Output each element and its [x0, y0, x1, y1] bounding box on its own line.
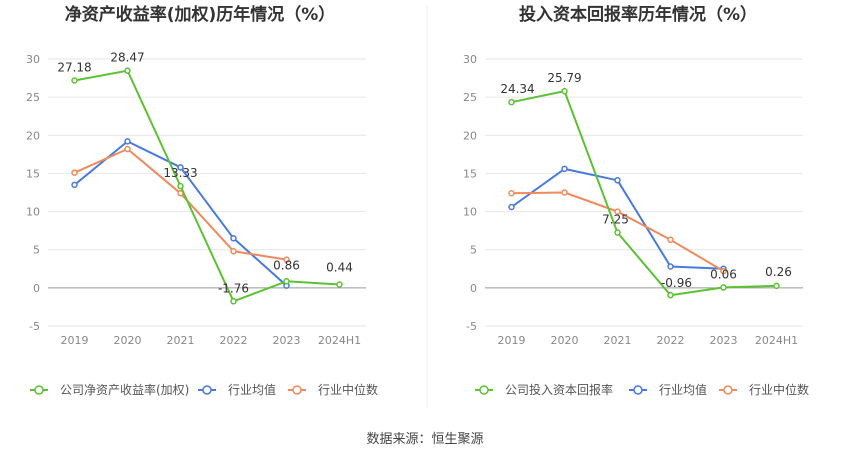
legend-swatch-marker: [202, 385, 212, 395]
y-tick-label: -5: [29, 320, 40, 333]
data-label: 0.26: [765, 265, 792, 279]
y-tick-label: 25: [26, 91, 40, 104]
legend-swatch-marker: [34, 385, 44, 395]
data-label: 13.33: [163, 166, 197, 180]
data-point: [720, 284, 727, 291]
series-line: [74, 69, 340, 303]
x-tick-label: 2019: [498, 334, 526, 347]
data-point: [230, 235, 237, 242]
data-label: 24.34: [500, 82, 534, 96]
legend-label: 行业均值: [228, 382, 276, 397]
x-tick-label: 2020: [551, 334, 579, 347]
y-tick-label: 15: [26, 167, 40, 180]
chart-title: 净资产收益率(加权)历年情况（%）: [65, 4, 336, 25]
data-point: [71, 77, 78, 84]
y-tick-label: 5: [33, 244, 40, 257]
x-tick-label: 2024H1: [318, 334, 361, 347]
y-tick-label: 30: [26, 53, 40, 66]
data-label: -0.96: [661, 276, 692, 290]
y-tick-label: 10: [26, 206, 40, 219]
y-tick-label: 10: [463, 206, 477, 219]
y-tick-label: 0: [470, 282, 477, 295]
y-tick-label: -5: [466, 320, 477, 333]
y-tick-label: 20: [26, 129, 40, 142]
x-tick-label: 2024H1: [755, 334, 798, 347]
source-label: 数据来源：恒生聚源: [366, 432, 483, 447]
legend-label: 行业中位数: [749, 382, 809, 397]
y-tick-label: 15: [463, 167, 477, 180]
data-point: [561, 189, 568, 196]
chart-roe: 净资产收益率(加权)历年情况（%） -5 0 5 10 15 20 25 30 2019 2020 2…: [26, 4, 378, 397]
chart-title: 投入资本回报率历年情况（%）: [519, 4, 757, 25]
data-point: [230, 298, 237, 305]
data-point: [336, 281, 343, 288]
data-point: [508, 190, 515, 197]
legend-swatch-marker: [723, 385, 733, 395]
data-point: [561, 87, 568, 95]
x-tick-label: 2023: [710, 334, 738, 347]
data-point: [720, 267, 727, 275]
data-point: [71, 181, 78, 189]
legend-swatch-marker: [633, 385, 643, 395]
series-line: [73, 140, 288, 287]
data-point: [283, 256, 290, 263]
data-label: 25.79: [547, 71, 581, 85]
x-tick-label: 2023: [273, 334, 301, 347]
legend-swatch-marker: [292, 385, 302, 395]
data-point: [283, 278, 290, 285]
x-tick-label: 2020: [114, 334, 142, 347]
data-point: [124, 67, 131, 74]
data-label: 0.06: [710, 267, 737, 281]
data-label: -1.76: [218, 281, 249, 295]
x-tick-label: 2022: [220, 334, 248, 347]
legend-label: 行业中位数: [318, 382, 378, 397]
data-label: 7.25: [602, 213, 629, 227]
x-tick-label: 2021: [604, 334, 632, 347]
data-point: [561, 165, 568, 173]
data-point: [177, 182, 184, 190]
data-point: [614, 208, 621, 215]
data-label: 0.86: [273, 258, 300, 272]
y-tick-label: 20: [463, 129, 477, 142]
data-point: [177, 164, 184, 171]
x-tick-label: 2019: [61, 334, 89, 347]
x-tick-label: 2021: [167, 334, 195, 347]
data-label: 27.18: [57, 61, 91, 75]
y-tick-label: 30: [463, 53, 477, 66]
data-point: [667, 291, 674, 299]
data-point: [230, 247, 237, 255]
data-label: 0.44: [326, 261, 353, 275]
data-point: [773, 282, 780, 290]
y-tick-label: 25: [463, 91, 477, 104]
data-point: [124, 138, 131, 145]
data-point: [667, 236, 674, 244]
data-point: [124, 145, 131, 153]
legend-label: 公司投入资本回报率: [505, 382, 613, 397]
data-point: [614, 177, 621, 184]
data-point: [614, 229, 621, 236]
legend-swatch-marker: [479, 385, 489, 395]
legend-label: 公司净资产收益率(加权): [60, 382, 189, 397]
data-point: [508, 98, 515, 106]
legend-label: 行业均值: [659, 382, 707, 397]
x-tick-label: 2022: [657, 334, 685, 347]
chart-roic: 投入资本回报率历年情况（%） -5 0 5 10 15 20 25 30 2019 2020 2021…: [463, 4, 809, 397]
series-line: [511, 90, 777, 297]
data-point: [508, 203, 515, 211]
y-tick-label: 0: [33, 282, 40, 295]
data-label: 28.47: [110, 51, 144, 65]
data-point: [667, 263, 674, 270]
y-tick-label: 5: [470, 244, 477, 257]
data-point: [71, 169, 78, 176]
